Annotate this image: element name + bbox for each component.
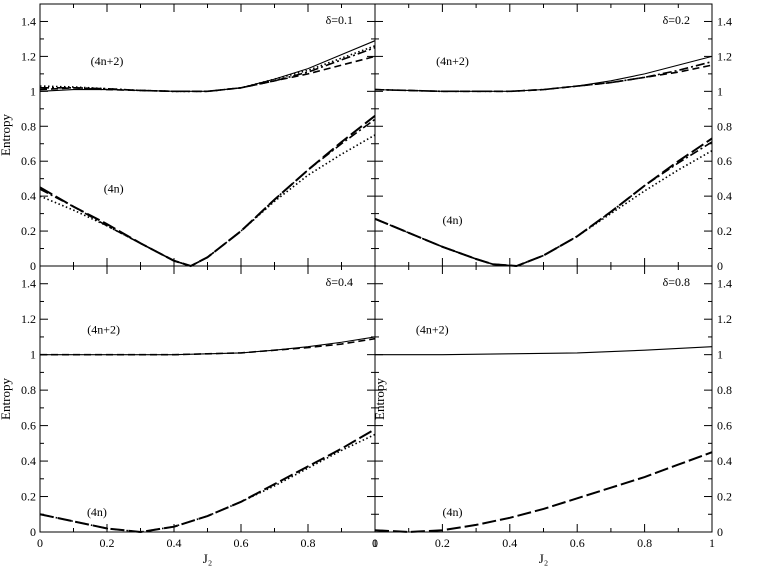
series-line-4n-dotted (39, 433, 376, 533)
y-tick-label: 0.6 (717, 419, 732, 433)
x-tick-label: 1 (372, 536, 378, 550)
y-tick-label: 1.2 (21, 49, 36, 63)
panel-frame (374, 3, 713, 267)
series-line-4n-dashdot (374, 141, 713, 267)
y-tick-label: 1.4 (717, 277, 732, 291)
series-label: (4n+2) (416, 322, 449, 336)
y-tick-label: 0.2 (21, 224, 36, 238)
y-tick-label: 1 (717, 348, 723, 362)
delta-annotation: δ=0.4 (326, 275, 353, 289)
y-tick-label: 0.2 (717, 490, 732, 504)
y-tick-label: 1.2 (717, 312, 732, 326)
y-tick-label: 0 (717, 259, 723, 273)
y-tick-label: 0.4 (717, 189, 732, 203)
x-tick-label: 0.4 (502, 536, 517, 550)
y-tick-label: 1.4 (21, 277, 36, 291)
y-tick-label: 1.4 (21, 14, 36, 28)
panel-top-right: 0 0.2 0.4 0.6 0.8 1 1.2 1.4 δ=0.2 (4n+2) (4n) (374, 3, 732, 273)
y-tick-label: 0.8 (21, 119, 36, 133)
x-tick-label: 0.6 (234, 536, 249, 550)
x-tick-label: 0.6 (570, 536, 585, 550)
panel-frame (39, 265, 376, 533)
series-label: (4n+2) (91, 54, 124, 68)
delta-annotation: δ=0.8 (663, 275, 690, 289)
series-line-4n-longdash (374, 137, 713, 268)
y-tick-label: 0.6 (21, 154, 36, 168)
series-line-4np2-dashed (39, 55, 376, 93)
y-tick-label: 0.8 (717, 119, 732, 133)
panel-bottom-right: 0 0.2 0.4 0.6 0.8 1 1.2 1.4 0 0.2 0.4 0.6 0.8 1 Entrop… (372, 265, 732, 566)
y-tick-label: 1 (717, 84, 723, 98)
x-tick-label: 1 (709, 536, 715, 550)
series-label: (4n) (443, 505, 463, 519)
delta-annotation: δ=0.1 (326, 13, 353, 27)
series-line-4np2-solid (375, 346, 713, 356)
y-tick-label: 0.8 (21, 383, 36, 397)
panel-frame (39, 3, 376, 267)
series-label: (4n) (87, 505, 107, 519)
y-tick-label: 0.2 (717, 224, 732, 238)
series-line-4n-dashdot (39, 118, 376, 267)
y-tick-label: 1.2 (21, 312, 36, 326)
series-line-4np2-dashed (374, 64, 713, 93)
x-tick-label: 0 (37, 536, 43, 550)
series-line-4np2-solid (374, 55, 713, 92)
x-tick-label: 0.8 (301, 536, 316, 550)
panel-top-left: 0 0.2 0.4 0.6 0.8 1 1.2 1.4 Entropy δ=0.1 (4n+2) (4… (0, 3, 376, 273)
y-axis-label: Entropy (372, 378, 387, 420)
panel-bottom-left: 0 0.2 0.4 0.6 0.8 1 1.2 1.4 0 0.2 0.4 0.6 0.8 1 Entrop… (0, 265, 378, 566)
series-line-4n-dotted (374, 150, 713, 267)
y-tick-label: 1 (30, 348, 36, 362)
y-tick-label: 0.6 (717, 154, 732, 168)
y-tick-label: 0.2 (21, 490, 36, 504)
x-tick-label: 0.2 (435, 536, 450, 550)
y-tick-label: 0.4 (21, 189, 36, 203)
y-axis-label: Entropy (0, 114, 13, 156)
series-line-4np2-solid (40, 336, 376, 356)
x-tick-label: 0.4 (167, 536, 182, 550)
series-line-4np2-dashdot (374, 60, 713, 93)
y-axis-label: Entropy (0, 378, 13, 420)
y-tick-label: 0.8 (717, 383, 732, 397)
series-line-4np2-dotted (39, 45, 376, 93)
y-tick-label: 1 (30, 84, 36, 98)
x-tick-label: 0 (372, 536, 378, 550)
series-label: (4n) (104, 182, 124, 196)
series-label: (4n) (443, 213, 463, 227)
y-tick-label: 0 (717, 525, 723, 539)
y-tick-label: 1.2 (717, 49, 732, 63)
x-axis-label: J₂ (539, 551, 549, 566)
panel-frame (374, 265, 713, 533)
delta-annotation: δ=0.2 (663, 13, 690, 27)
y-tick-label: 0 (30, 259, 36, 273)
x-tick-label: 0.2 (100, 536, 115, 550)
series-line-4n-longdash (39, 115, 376, 268)
y-tick-label: 0 (30, 525, 36, 539)
series-label: (4n+2) (436, 54, 469, 68)
y-tick-label: 0.4 (21, 454, 36, 468)
series-line-4n-dotted (39, 134, 376, 267)
y-tick-label: 0.6 (21, 419, 36, 433)
y-tick-label: 1.4 (717, 14, 732, 28)
x-tick-label: 0.8 (637, 536, 652, 550)
series-line-4n-longdash (374, 451, 713, 534)
series-label: (4n+2) (87, 322, 120, 336)
y-tick-label: 0.4 (717, 454, 732, 468)
series-line-4np2-dashed (40, 337, 376, 356)
x-axis-label: J₂ (203, 551, 213, 566)
